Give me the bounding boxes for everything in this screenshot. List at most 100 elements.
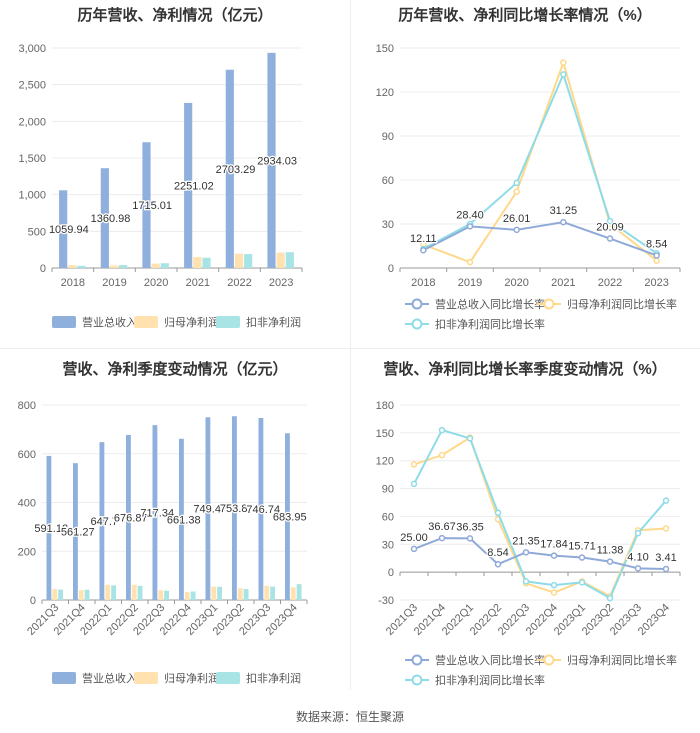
bar-net-profit <box>131 584 137 600</box>
chart-title: 历年营收、净利情况（亿元） <box>77 7 273 24</box>
data-point <box>438 451 446 459</box>
bar-revenue <box>99 442 105 600</box>
bar-deducted-profit <box>270 586 275 600</box>
chart-title: 历年营收、净利同比增长率情况（%） <box>398 7 652 24</box>
data-point <box>662 497 670 504</box>
legend-label: 归母净利润 <box>164 671 219 685</box>
legend-label: 归母净利润同比增长率 <box>567 297 677 311</box>
y-tick-label: 150 <box>376 428 394 440</box>
x-tick-label: 2022 <box>598 277 622 289</box>
data-point <box>494 560 502 568</box>
y-tick-label: 500 <box>28 226 46 238</box>
bar-revenue <box>126 435 131 600</box>
y-tick-label: 120 <box>376 87 394 99</box>
bar-revenue <box>46 455 52 600</box>
legend-swatch <box>134 316 158 328</box>
legend-marker <box>543 654 555 666</box>
data-point <box>606 217 614 225</box>
x-tick-label: 2023 <box>644 277 668 289</box>
data-label: 20.09 <box>596 222 624 234</box>
data-point <box>606 558 614 565</box>
y-tick-label: 0 <box>388 263 394 275</box>
x-tick-label: 2022 <box>227 277 251 289</box>
legend-label: 归母净利润同比增长率 <box>567 653 677 667</box>
bar-deducted-profit <box>202 257 211 268</box>
x-tick-label: 2020 <box>144 277 168 289</box>
data-label: 2703.29 <box>216 164 256 176</box>
data-label: 1715.01 <box>132 200 172 212</box>
data-point <box>466 535 474 542</box>
legend-swatch <box>52 672 76 684</box>
legend-swatch <box>52 316 76 328</box>
y-tick-label: 0 <box>388 567 394 579</box>
bar-net-profit <box>264 585 270 600</box>
data-point <box>466 435 474 442</box>
data-point <box>550 589 558 596</box>
legend-marker <box>411 654 423 666</box>
x-tick-label: 2018 <box>411 277 435 289</box>
data-point <box>522 549 530 556</box>
data-label: 28.40 <box>456 209 484 221</box>
series-line <box>422 221 658 257</box>
x-tick-label: 2019 <box>102 277 126 289</box>
legend-label: 营业总收入同比增长率 <box>435 297 545 311</box>
bar-deducted-profit <box>160 263 169 268</box>
data-label: 676.87 <box>114 513 148 525</box>
y-tick-label: -30 <box>378 595 394 607</box>
data-point <box>438 534 446 542</box>
y-tick-label: 180 <box>376 400 394 412</box>
data-label: 749.47 <box>193 504 227 516</box>
bar-revenue <box>100 168 109 268</box>
data-label: 753.87 <box>220 503 254 515</box>
bar-deducted-profit <box>111 585 116 600</box>
y-tick-label: 200 <box>18 546 36 558</box>
data-label: 36.35 <box>456 521 484 533</box>
legend-swatch <box>216 672 240 684</box>
data-label: 17.84 <box>540 539 568 551</box>
bar-revenue <box>142 142 151 268</box>
bar-net-profit <box>52 589 58 600</box>
chart-title: 营收、净利季度变动情况（亿元） <box>62 361 288 378</box>
bar-net-profit <box>211 586 217 600</box>
legend-label: 归母净利润 <box>164 315 219 329</box>
data-label: 26.01 <box>503 213 531 225</box>
bar-net-profit <box>109 265 119 268</box>
data-point <box>550 581 558 589</box>
quarterly-revenue-chart: 02004006008002021Q32021Q42022Q12022Q2202… <box>18 400 308 685</box>
data-label: 11.38 <box>597 545 624 557</box>
quarterly-revenue-panel: 营收、净利季度变动情况（亿元） 0 200 400 600 800 2021Q3 2021Q… <box>0 348 350 690</box>
data-label: 3.41 <box>655 552 676 564</box>
y-tick-label: 30 <box>382 539 394 551</box>
bar-revenue <box>59 190 68 268</box>
y-tick-label: 0 <box>40 263 46 275</box>
vertical-divider <box>350 0 351 690</box>
data-point <box>410 461 418 468</box>
data-label: 561.27 <box>61 527 95 539</box>
quarterly-growth-chart: -3003060901201501802021Q32021Q42022Q1202… <box>376 400 681 687</box>
bar-revenue <box>232 416 237 600</box>
legend-label: 营业总收入同比增长率 <box>435 653 545 667</box>
bar-net-profit <box>276 252 285 268</box>
bar-net-profit <box>151 263 160 268</box>
legend-label: 营业总收入 <box>82 315 137 329</box>
y-tick-label: 2,500 <box>18 80 46 92</box>
x-tick-label: 2023Q4 <box>636 602 672 638</box>
data-label: 1360.98 <box>91 213 131 225</box>
legend-marker <box>411 298 423 310</box>
bar-net-profit <box>184 592 190 600</box>
bar-deducted-profit <box>58 589 63 600</box>
data-point <box>466 258 474 266</box>
data-label: 8.54 <box>646 238 667 250</box>
data-point <box>634 529 642 537</box>
data-point <box>606 235 614 242</box>
y-tick-label: 120 <box>376 456 394 468</box>
bar-deducted-profit <box>243 589 249 600</box>
data-point <box>653 257 660 264</box>
y-tick-label: 1,500 <box>18 153 46 165</box>
legend-label: 扣非净利润同比增长率 <box>435 673 545 687</box>
bar-revenue <box>285 433 290 600</box>
bar-deducted-profit <box>119 265 128 268</box>
annual-growth-panel: 历年营收、净利同比增长率情况（%） 0 30 60 90 120 150 2018 2019 2… <box>350 0 700 348</box>
data-label: 647.7 <box>90 516 118 528</box>
y-tick-label: 0 <box>30 595 36 607</box>
